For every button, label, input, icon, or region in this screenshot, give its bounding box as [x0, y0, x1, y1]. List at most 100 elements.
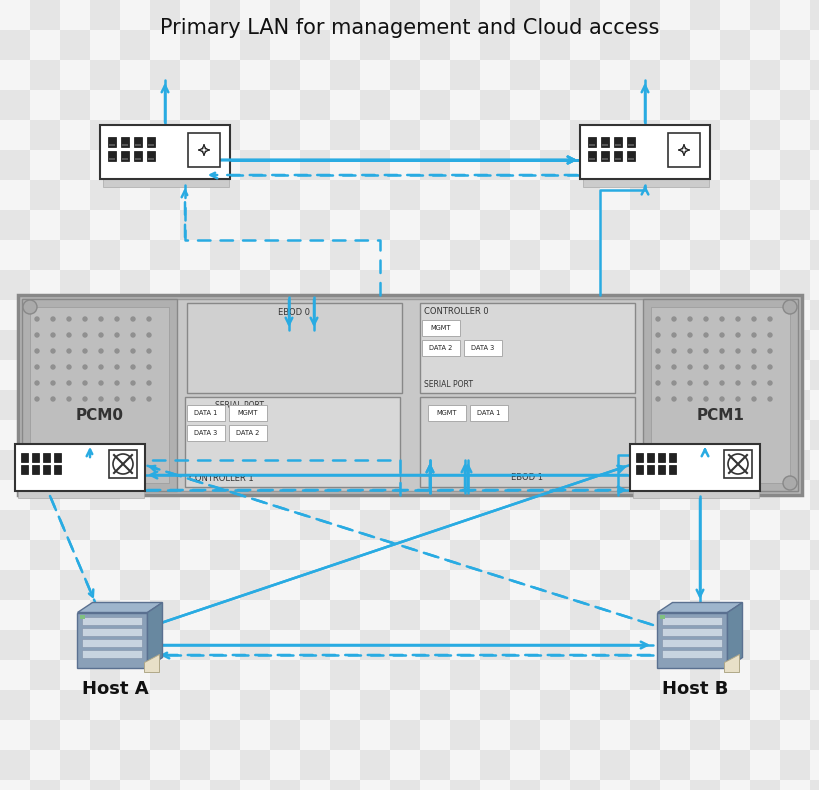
Circle shape [35, 381, 39, 385]
Bar [30, 270, 60, 300]
Bar [419, 720, 450, 750]
Bar [809, 540, 819, 570]
Bar [667, 133, 699, 167]
Bar [419, 660, 450, 690]
Text: MGMT: MGMT [437, 410, 457, 416]
Bar [659, 90, 689, 120]
Bar [30, 390, 60, 420]
Bar [689, 120, 719, 150]
Bar [150, 690, 180, 720]
Bar [329, 510, 360, 540]
Bar [540, 360, 569, 390]
Bar [329, 240, 360, 270]
Circle shape [672, 333, 675, 337]
Bar [719, 150, 749, 180]
Bar [90, 150, 120, 180]
Bar [749, 510, 779, 540]
Bar [509, 450, 540, 480]
Bar [509, 540, 540, 570]
Bar [60, 330, 90, 360]
Polygon shape [78, 612, 147, 668]
Bar [269, 150, 300, 180]
Bar [180, 510, 210, 540]
Bar [120, 660, 150, 690]
Bar [419, 180, 450, 210]
Circle shape [687, 365, 691, 369]
Circle shape [131, 397, 135, 401]
Bar [0, 270, 30, 300]
Bar [329, 480, 360, 510]
Bar [120, 450, 150, 480]
Bar [479, 690, 509, 720]
Bar [657, 465, 664, 474]
Bar [150, 360, 180, 390]
Bar [30, 780, 60, 790]
Bar [629, 210, 659, 240]
Bar [479, 90, 509, 120]
Bar [689, 150, 719, 180]
Bar [210, 360, 240, 390]
Bar [30, 600, 60, 630]
Bar [108, 137, 115, 147]
Bar [629, 690, 659, 720]
Bar [147, 158, 154, 160]
Bar [0, 30, 30, 60]
Bar [90, 360, 120, 390]
Bar [540, 240, 569, 270]
Polygon shape [724, 654, 739, 672]
Bar [150, 30, 180, 60]
Bar [779, 150, 809, 180]
Bar [300, 630, 329, 660]
Bar [60, 570, 90, 600]
Circle shape [655, 381, 659, 385]
Bar [120, 540, 150, 570]
Bar [240, 330, 269, 360]
Bar [629, 600, 659, 630]
Circle shape [735, 333, 739, 337]
Bar [390, 150, 419, 180]
Bar [689, 630, 719, 660]
Bar [390, 240, 419, 270]
Bar [269, 600, 300, 630]
Bar [749, 60, 779, 90]
Bar [749, 360, 779, 390]
Bar [210, 240, 240, 270]
Circle shape [35, 333, 39, 337]
Text: PCM1: PCM1 [695, 408, 744, 423]
Bar [629, 510, 659, 540]
Bar [419, 540, 450, 570]
Bar [719, 360, 749, 390]
Bar [229, 425, 267, 441]
Bar [659, 120, 689, 150]
Bar [120, 330, 150, 360]
Bar [180, 30, 210, 60]
Bar [300, 300, 329, 330]
Bar [120, 750, 150, 780]
Bar [180, 180, 210, 210]
Bar [749, 600, 779, 630]
Bar [30, 510, 60, 540]
Polygon shape [144, 654, 160, 672]
Circle shape [147, 397, 151, 401]
Bar [509, 690, 540, 720]
Bar [419, 90, 450, 120]
Bar [659, 270, 689, 300]
Bar [419, 360, 450, 390]
Circle shape [687, 333, 691, 337]
Bar [390, 450, 419, 480]
Bar [60, 480, 90, 510]
Bar [749, 780, 779, 790]
Circle shape [735, 397, 739, 401]
Bar [269, 450, 300, 480]
Bar [419, 397, 634, 487]
Bar [779, 450, 809, 480]
Circle shape [99, 381, 103, 385]
Circle shape [735, 317, 739, 321]
Bar [0, 330, 30, 360]
Bar [83, 616, 143, 625]
Bar [300, 30, 329, 60]
Bar [390, 480, 419, 510]
Bar [509, 60, 540, 90]
Bar [0, 570, 30, 600]
Bar [60, 660, 90, 690]
